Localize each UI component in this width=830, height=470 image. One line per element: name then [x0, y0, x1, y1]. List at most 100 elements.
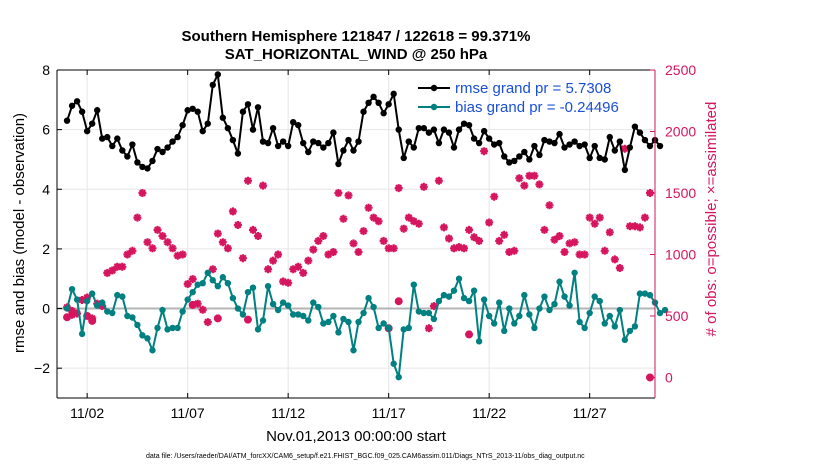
assimilated-obs-marker — [264, 265, 273, 274]
x-tick-label: 11/27 — [573, 405, 607, 421]
rmse-point — [149, 157, 156, 165]
assimilated-obs-marker — [605, 228, 614, 237]
rmse-point — [199, 127, 206, 135]
rmse-point — [435, 139, 443, 147]
bias-point — [561, 293, 568, 300]
assimilated-obs-marker — [218, 238, 227, 247]
assimilated-obs-marker — [188, 275, 197, 284]
rmse-point — [295, 121, 302, 129]
rmse-point — [340, 147, 347, 154]
rmse-point — [400, 154, 407, 162]
bias-point — [516, 312, 523, 320]
bias-point — [661, 306, 669, 314]
rmse-point — [179, 121, 186, 129]
bias-point — [119, 293, 126, 300]
assimilated-obs-marker — [480, 147, 489, 156]
assimilated-obs-marker — [254, 232, 262, 240]
assimilated-obs-marker — [78, 296, 87, 304]
bias-point — [601, 320, 608, 327]
assimilated-obs-marker — [424, 324, 433, 333]
footnote: data file: /Users/raeder/DAI/ATM_forcXX/… — [146, 453, 585, 460]
bias-point — [470, 287, 478, 294]
assimilated-obs-marker — [168, 244, 177, 253]
assimilated-obs-marker — [379, 236, 388, 245]
rmse-point — [420, 124, 428, 132]
assimilated-obs-marker — [274, 250, 283, 259]
bias-point — [335, 329, 342, 336]
bias-point — [551, 300, 558, 308]
bias-point — [410, 281, 417, 288]
bias-point — [83, 297, 91, 305]
bias-point — [289, 311, 297, 318]
bias-point — [626, 327, 634, 335]
rmse-point — [475, 139, 483, 147]
bias-point — [586, 309, 593, 317]
assimilated-obs-marker — [354, 248, 363, 256]
bias-point — [485, 312, 493, 320]
left-tick-label: 6 — [42, 122, 50, 138]
bias-point — [531, 324, 538, 332]
assimilated-obs-marker — [525, 171, 534, 180]
assimilated-obs-marker — [143, 238, 152, 247]
bias-point — [521, 291, 528, 299]
rmse-point — [335, 160, 342, 168]
bias-point — [581, 324, 588, 332]
axes — [56, 69, 656, 399]
rmse-point — [159, 148, 166, 156]
bias-series — [63, 269, 669, 381]
assimilated-obs-marker — [259, 181, 267, 190]
rmse-point — [254, 104, 262, 111]
rmse-point — [546, 138, 553, 145]
bias-point — [320, 320, 327, 327]
legend-marker-bias — [430, 103, 438, 111]
possible-obs-marker — [243, 315, 252, 324]
assimilated-obs-marker — [429, 302, 438, 311]
rmse-point — [99, 135, 106, 142]
legend-marker-rmse — [430, 84, 438, 92]
rmse-point — [234, 150, 242, 157]
assimilated-obs-marker — [334, 189, 343, 197]
rmse-point — [300, 139, 307, 147]
left-tick-label: 2 — [42, 241, 50, 257]
rmse-point — [445, 129, 453, 136]
possible-obs-marker — [88, 316, 97, 325]
assimilated-obs-marker — [309, 245, 318, 254]
bias-point — [124, 312, 131, 320]
bias-point — [149, 347, 156, 354]
bias-point — [144, 335, 151, 342]
rmse-point — [410, 144, 417, 151]
rmse-point — [104, 133, 111, 141]
rmse-point — [279, 138, 287, 145]
rmse-point — [73, 98, 81, 105]
rmse-point — [636, 129, 644, 136]
bias-point — [641, 290, 649, 297]
assimilated-obs-marker — [515, 174, 524, 183]
rmse-point — [611, 147, 618, 154]
bias-point — [234, 305, 242, 312]
assimilated-obs-marker — [580, 250, 589, 259]
bias-point — [365, 294, 372, 302]
assimilated-obs-marker — [540, 225, 549, 234]
bias-point — [134, 321, 141, 329]
assimilated-obs-marker — [399, 224, 408, 233]
assimilated-obs-marker — [118, 262, 127, 271]
rmse-point — [576, 142, 583, 150]
bias-point — [159, 306, 166, 314]
assimilated-obs-marker — [228, 207, 237, 216]
rmse-point — [551, 139, 558, 147]
rmse-point — [194, 108, 201, 115]
rmse-point — [224, 124, 232, 132]
x-tick-label: 11/07 — [171, 405, 205, 421]
assimilated-obs-marker — [450, 244, 458, 253]
rmse-point — [430, 126, 438, 133]
bias-point — [244, 288, 252, 296]
bias-point — [109, 309, 116, 317]
bias-point — [154, 324, 161, 332]
bias-point — [611, 323, 618, 330]
rmse-point — [656, 142, 664, 150]
assimilated-obs-marker — [500, 230, 509, 239]
rmse-point — [470, 135, 478, 142]
bias-point — [395, 373, 402, 381]
assimilated-obs-marker — [279, 277, 288, 286]
assimilated-obs-marker — [294, 262, 303, 271]
